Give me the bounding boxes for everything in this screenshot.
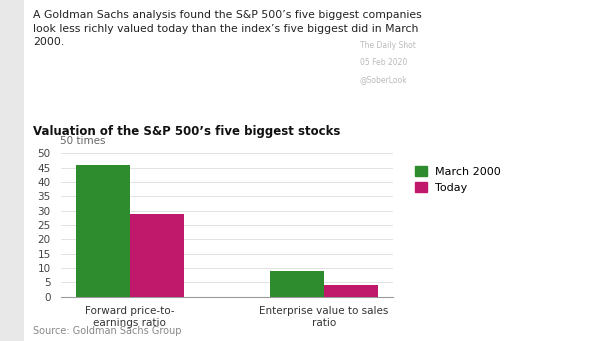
Bar — [76, 165, 130, 297]
Bar — [324, 285, 378, 297]
Text: 50 times: 50 times — [60, 136, 106, 146]
Text: @SoberLook: @SoberLook — [360, 75, 408, 84]
Text: Source: Goldman Sachs Group: Source: Goldman Sachs Group — [33, 326, 182, 336]
Text: A Goldman Sachs analysis found the S&P 500’s five biggest companies
look less ri: A Goldman Sachs analysis found the S&P 5… — [33, 10, 422, 47]
Legend: March 2000, Today: March 2000, Today — [416, 166, 501, 193]
Text: 05 Feb 2020: 05 Feb 2020 — [360, 58, 407, 67]
Text: The Daily Shot: The Daily Shot — [360, 41, 416, 50]
Bar — [130, 213, 184, 297]
Bar — [270, 271, 324, 297]
Text: Valuation of the S&P 500’s five biggest stocks: Valuation of the S&P 500’s five biggest … — [33, 125, 341, 138]
